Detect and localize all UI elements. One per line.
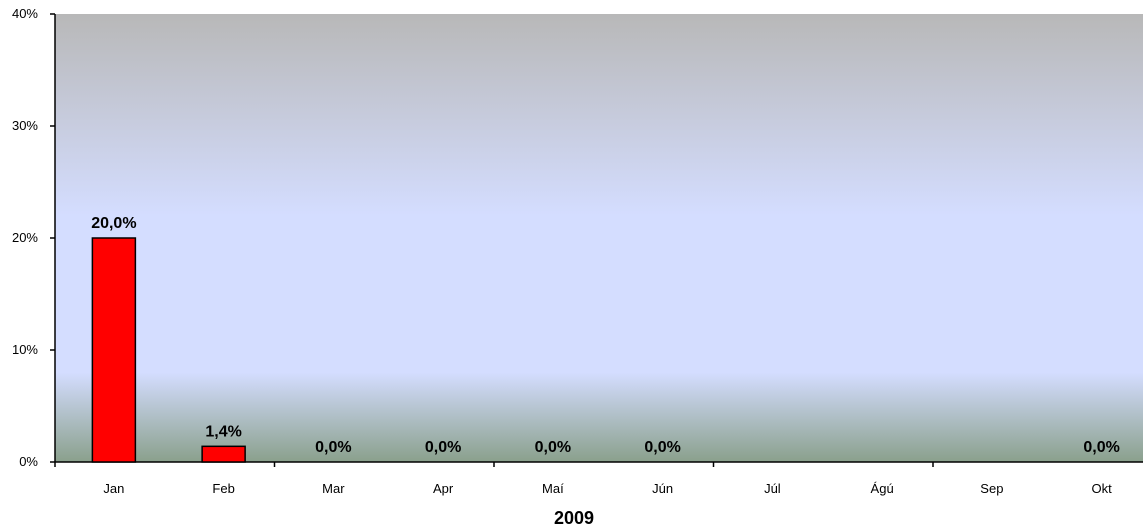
data-label: 0,0% (1083, 439, 1119, 456)
plot-area-background (55, 14, 1143, 462)
data-label: 20,0% (91, 215, 136, 232)
y-tick-label: 0% (19, 454, 38, 469)
y-tick-label: 10% (12, 342, 38, 357)
y-tick-label: 30% (12, 118, 38, 133)
x-tick-label: Jún (652, 481, 673, 496)
x-tick-label: Jan (103, 481, 124, 496)
x-tick-label: Mar (322, 481, 345, 496)
x-tick-label: Apr (433, 481, 454, 496)
x-tick-label: Okt (1092, 481, 1113, 496)
bar (91, 237, 137, 463)
data-label: 1,4% (205, 423, 241, 440)
x-axis-title: 2009 (554, 508, 594, 528)
data-label: 0,0% (425, 439, 461, 456)
bar (201, 445, 246, 463)
x-tick-label: Ágú (871, 481, 894, 496)
x-tick-label: Feb (212, 481, 234, 496)
x-tick-label: Sep (980, 481, 1003, 496)
data-label: 0,0% (644, 439, 680, 456)
x-tick-label: Maí (542, 481, 564, 496)
data-label: 0,0% (535, 439, 571, 456)
data-label: 0,0% (315, 439, 351, 456)
y-tick-label: 20% (12, 230, 38, 245)
x-tick-label: Júl (764, 481, 781, 496)
y-tick-label: 40% (12, 6, 38, 21)
